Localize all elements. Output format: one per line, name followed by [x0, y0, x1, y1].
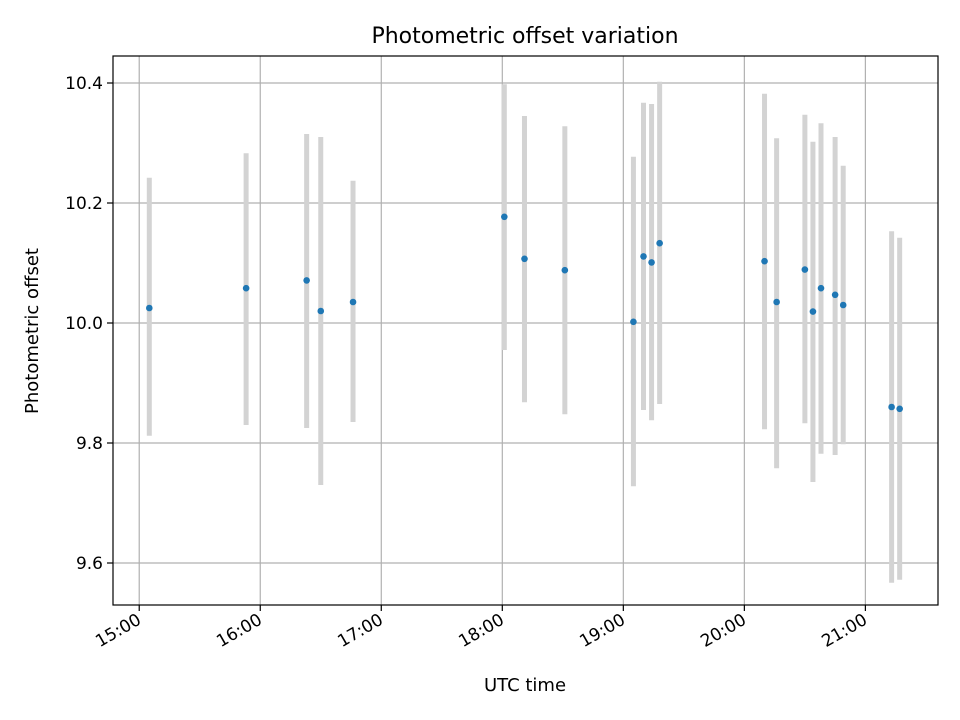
x-tick-label: 18:00	[455, 610, 507, 652]
data-point	[146, 304, 153, 312]
data-point	[656, 239, 663, 247]
x-tick-label: 21:00	[818, 610, 870, 652]
data-point	[303, 277, 310, 284]
data-point	[831, 291, 839, 299]
data-point	[773, 298, 780, 306]
x-tick-label: 15:00	[92, 610, 144, 652]
x-tick-label: 19:00	[576, 610, 628, 652]
data-point	[817, 284, 825, 292]
y-tick-label: 9.8	[76, 434, 103, 454]
data-point	[896, 405, 903, 413]
plot-frame	[112, 55, 939, 606]
data-point	[317, 307, 325, 315]
data-point	[761, 257, 768, 265]
y-tick-label: 9.6	[76, 554, 103, 574]
y-axis-label: Photometric offset	[22, 248, 43, 414]
data-point	[501, 213, 508, 221]
data-point	[349, 298, 357, 306]
data-point	[801, 266, 809, 273]
data-point	[630, 318, 637, 326]
data-point	[648, 259, 655, 266]
data-point	[242, 284, 250, 292]
data-point	[888, 403, 895, 411]
y-tick-label: 10.4	[65, 74, 103, 94]
x-tick-label: 17:00	[334, 610, 386, 652]
x-tick-label: 20:00	[697, 610, 749, 652]
data-point	[521, 255, 528, 263]
data-point	[809, 308, 817, 315]
data-point	[640, 253, 647, 260]
y-tick-label: 10.0	[65, 314, 103, 334]
data-point	[839, 301, 847, 309]
chart-title: Photometric offset variation	[371, 24, 678, 49]
x-tick-label: 16:00	[213, 610, 265, 652]
data-point	[561, 266, 569, 274]
data-points	[146, 213, 903, 413]
x-axis-label: UTC time	[484, 675, 566, 696]
y-tick-label: 10.2	[65, 194, 103, 214]
